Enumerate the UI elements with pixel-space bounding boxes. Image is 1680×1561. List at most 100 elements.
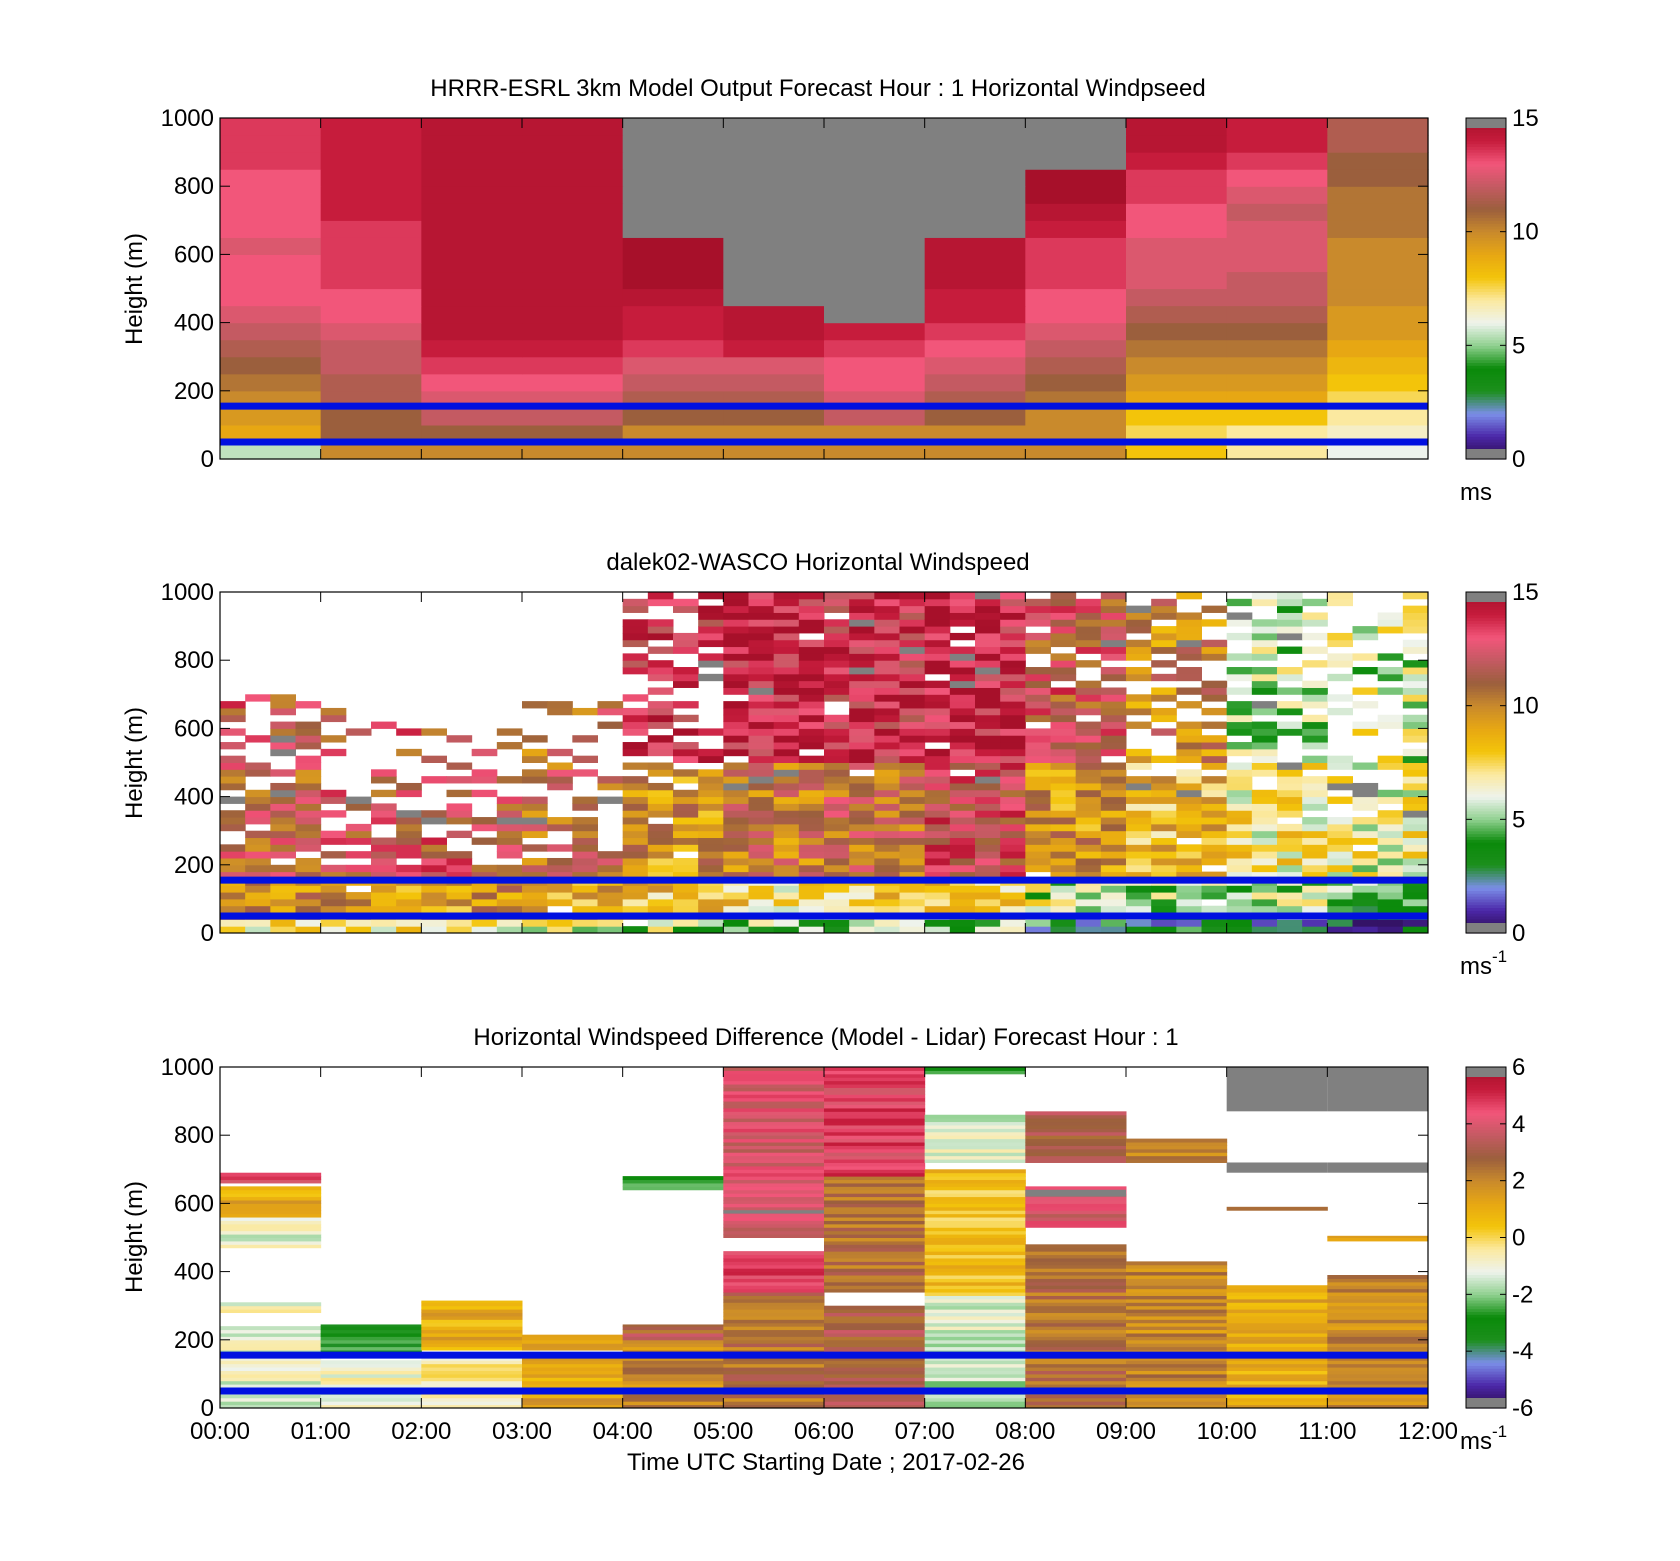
heatmap-cell	[824, 1094, 926, 1099]
heatmap-cell	[949, 728, 976, 736]
heatmap-cell	[824, 626, 850, 634]
heatmap-cell	[1151, 755, 1177, 763]
colorbar-swatch	[1466, 628, 1506, 633]
heatmap-cell	[1126, 424, 1228, 443]
heatmap-cell	[421, 905, 447, 914]
heatmap-cell	[924, 1295, 1026, 1300]
heatmap-cell	[924, 1067, 1026, 1071]
heatmap-cell	[1402, 844, 1429, 852]
heatmap-cell	[1151, 823, 1177, 832]
heatmap-cell	[572, 871, 598, 879]
colorbar-swatch	[1466, 333, 1506, 338]
heatmap-cell	[698, 817, 724, 825]
heatmap-cell	[824, 1114, 926, 1119]
heatmap-cell	[647, 701, 674, 709]
heatmap-cell	[522, 796, 548, 804]
colorbar-swatch	[1466, 677, 1506, 681]
colorbar-swatch	[1466, 265, 1506, 270]
heatmap-cell	[1025, 823, 1051, 832]
heatmap-cell	[1352, 803, 1379, 811]
heatmap-cell	[496, 823, 523, 832]
heatmap-cell	[547, 707, 573, 716]
heatmap-cell	[1226, 776, 1253, 784]
heatmap-cell	[1126, 898, 1152, 907]
heatmap-cell	[1151, 673, 1177, 682]
heatmap-cell	[1226, 1377, 1328, 1382]
heatmap-cell	[824, 639, 850, 648]
colorbar-swatch	[1466, 1285, 1506, 1290]
heatmap-cell	[949, 871, 976, 879]
heatmap-cell	[1126, 776, 1152, 784]
colorbar-tick-label: 15	[1512, 105, 1539, 132]
heatmap-cell	[1327, 639, 1353, 648]
heatmap-cell	[748, 680, 775, 688]
heatmap-cell	[1025, 169, 1127, 187]
heatmap-cell	[673, 673, 699, 682]
colorbar-swatch	[1466, 842, 1506, 846]
heatmap-cell	[975, 653, 1001, 661]
colorbar-swatch	[1466, 342, 1506, 346]
heatmap-cell	[1025, 755, 1051, 763]
heatmap-cell	[924, 339, 1026, 358]
heatmap-cell	[1025, 1186, 1127, 1191]
heatmap-cell	[220, 1384, 322, 1389]
heatmap-cell	[1226, 305, 1328, 324]
heatmap-cell	[1126, 885, 1152, 893]
heatmap-cell	[622, 653, 649, 661]
heatmap-cell	[622, 1336, 724, 1341]
heatmap-cell	[874, 626, 900, 634]
heatmap-cell	[798, 892, 825, 900]
heatmap-cell	[723, 1322, 825, 1327]
heatmap-cell	[824, 673, 850, 682]
heatmap-cell	[723, 1203, 825, 1208]
heatmap-cell	[1176, 646, 1202, 654]
heatmap-cell	[723, 1326, 825, 1331]
heatmap-cell	[748, 844, 775, 852]
heatmap-cell	[1126, 237, 1228, 255]
heatmap-cell	[622, 892, 649, 900]
heatmap-cell	[295, 796, 322, 804]
heatmap-cell	[849, 592, 875, 600]
heatmap-cell	[673, 776, 699, 784]
colorbar-swatch	[1466, 1123, 1506, 1128]
heatmap-cell	[673, 905, 699, 914]
heatmap-cell	[899, 885, 926, 893]
heatmap-cell	[522, 1377, 624, 1382]
colorbar-swatch	[1466, 268, 1506, 273]
heatmap-cell	[245, 810, 271, 818]
heatmap-cell	[924, 680, 951, 688]
heatmap-cell	[320, 441, 422, 460]
heatmap-cell	[924, 1257, 1026, 1262]
heatmap-cell	[320, 220, 422, 238]
heatmap-cell	[949, 864, 976, 873]
heatmap-cell	[245, 762, 271, 770]
heatmap-cell	[572, 857, 598, 866]
heatmap-cell	[975, 905, 1001, 914]
heatmap-cell	[622, 632, 649, 641]
heatmap-cell	[1000, 660, 1026, 668]
colorbar-swatch	[1466, 132, 1506, 136]
heatmap-cell	[622, 1329, 724, 1334]
colorbar-swatch	[1466, 1243, 1506, 1247]
colorbar-swatch	[1466, 237, 1506, 241]
heatmap-cell	[1251, 687, 1278, 695]
heatmap-cell	[371, 851, 397, 859]
heatmap-cell	[597, 707, 624, 716]
heatmap-cell	[1226, 1363, 1328, 1368]
heatmap-cell	[522, 407, 624, 426]
heatmap-cell	[673, 646, 699, 654]
heatmap-cell	[220, 742, 246, 750]
heatmap-cell	[1025, 220, 1127, 238]
heatmap-cell	[723, 1363, 825, 1368]
heatmap-cell	[622, 407, 724, 426]
colorbar-swatch	[1466, 785, 1506, 789]
heatmap-cell	[924, 1309, 1026, 1314]
heatmap-cell	[1100, 817, 1127, 825]
heatmap-cell	[849, 680, 875, 688]
heatmap-cell	[824, 1220, 926, 1225]
heatmap-cell	[1126, 673, 1152, 682]
colorbar-swatch	[1466, 697, 1506, 701]
heatmap-cell	[1126, 1336, 1228, 1341]
heatmap-cell	[824, 1326, 926, 1331]
heatmap-cell	[1000, 905, 1026, 914]
